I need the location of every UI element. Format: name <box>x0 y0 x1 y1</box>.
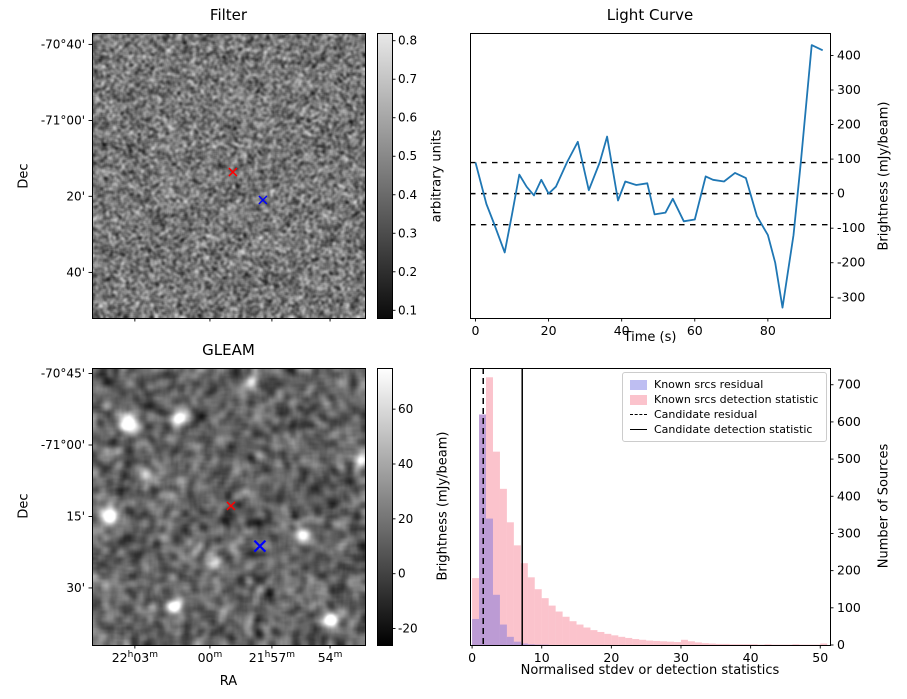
gleam-colorbar-label: Brightness (mJy/beam) <box>435 431 451 581</box>
filter-axes: -70°40' -71°00' 20' 40' 0.8 0.7 0.6 0.5 0.4 0.3 0.… <box>41 33 417 322</box>
svg-text:0.4: 0.4 <box>398 188 417 202</box>
gleam-axes: -70°45' -71°00' 15' 30' 22h03m​ 00m​ 21h57m​ 54… <box>41 367 418 665</box>
svg-text:300: 300 <box>837 82 861 97</box>
svg-text:10: 10 <box>534 650 550 665</box>
svg-text:-20: -20 <box>398 622 418 636</box>
gleam-xlabel: RA <box>219 674 238 689</box>
legend-label-detection: Known srcs detection statistic <box>654 393 819 406</box>
gleam-ylabel: Dec <box>16 493 32 519</box>
svg-text:60: 60 <box>398 402 413 416</box>
svg-text:40': 40' <box>66 265 85 279</box>
svg-text:-71°00': -71°00' <box>41 438 85 452</box>
svg-text:400: 400 <box>837 47 861 62</box>
histogram-xlabel: Normalised stdev or detection statistics <box>520 663 780 678</box>
filter-ylabel: Dec <box>16 163 32 189</box>
svg-text:0: 0 <box>468 650 476 665</box>
histogram-ylabel: Number of Sources <box>876 443 892 569</box>
svg-text:15': 15' <box>66 509 85 523</box>
legend-item-candidate-residual: Candidate residual <box>630 407 818 422</box>
svg-text:40: 40 <box>398 457 413 471</box>
svg-text:100: 100 <box>837 600 861 615</box>
svg-text:-71°00': -71°00' <box>41 113 85 127</box>
svg-text:0: 0 <box>837 186 845 201</box>
svg-text:0.6: 0.6 <box>398 111 417 125</box>
svg-text:-300: -300 <box>837 289 865 304</box>
light-curve-title: Light Curve <box>606 6 694 24</box>
gleam-title: GLEAM <box>202 341 255 359</box>
legend-item-candidate-detection: Candidate detection statistic <box>630 422 818 437</box>
svg-text:54m​: 54m​ <box>318 650 343 665</box>
legend-item-residual: Known srcs residual <box>630 377 818 392</box>
legend-solid-line-icon <box>630 429 647 430</box>
svg-text:0: 0 <box>472 323 480 338</box>
svg-text:20': 20' <box>66 189 85 203</box>
svg-text:0.1: 0.1 <box>398 303 417 317</box>
svg-text:50: 50 <box>812 650 828 665</box>
svg-text:-100: -100 <box>837 220 865 235</box>
hist-bars-detection <box>472 377 828 645</box>
reference-marker <box>258 195 268 205</box>
svg-text:40: 40 <box>743 650 759 665</box>
svg-text:-70°40': -70°40' <box>41 37 85 51</box>
reference-marker <box>253 539 267 553</box>
svg-text:-70°45': -70°45' <box>41 367 85 381</box>
light-curve-xlabel: Time (s) <box>623 330 677 345</box>
light-curve-ylabel: Brightness (mJy/beam) <box>876 101 892 251</box>
svg-text:0: 0 <box>837 637 845 652</box>
svg-text:600: 600 <box>837 414 861 429</box>
svg-text:20: 20 <box>603 650 619 665</box>
svg-text:-200: -200 <box>837 255 865 270</box>
svg-text:200: 200 <box>837 117 861 132</box>
legend-label-candidate-residual: Candidate residual <box>654 408 758 421</box>
svg-text:40: 40 <box>614 323 630 338</box>
svg-text:100: 100 <box>837 151 861 166</box>
svg-text:20: 20 <box>541 323 557 338</box>
svg-text:80: 80 <box>760 323 776 338</box>
light-curve-axes: 0 20 40 60 80 400 300 200 100 0 -100 -200 -300 <box>470 33 865 338</box>
svg-text:00m​: 00m​ <box>198 650 223 665</box>
svg-text:500: 500 <box>837 451 861 466</box>
legend-swatch-detection-icon <box>630 394 647 405</box>
svg-text:0.8: 0.8 <box>398 34 417 48</box>
candidate-marker <box>226 501 236 511</box>
histogram-legend: Known srcs residual Known srcs detection… <box>622 372 828 442</box>
svg-text:0.3: 0.3 <box>398 226 417 240</box>
svg-text:0.5: 0.5 <box>398 149 417 163</box>
svg-text:0.7: 0.7 <box>398 72 417 86</box>
filter-colorbar-label: arbitrary units <box>429 129 445 223</box>
svg-text:0: 0 <box>398 567 406 581</box>
legend-label-candidate-detection: Candidate detection statistic <box>654 423 813 436</box>
svg-text:60: 60 <box>687 323 703 338</box>
legend-label-residual: Known srcs residual <box>654 378 764 391</box>
legend-item-detection: Known srcs detection statistic <box>630 392 818 407</box>
svg-text:700: 700 <box>837 377 861 392</box>
legend-dashed-line-icon <box>630 414 647 415</box>
svg-text:200: 200 <box>837 563 861 578</box>
filter-title: Filter <box>209 6 248 24</box>
svg-text:400: 400 <box>837 488 861 503</box>
svg-text:21h57m​: 21h57m​ <box>249 650 295 665</box>
gleam-sky-image <box>92 368 365 645</box>
svg-text:30': 30' <box>66 581 85 595</box>
candidate-marker <box>228 167 238 177</box>
svg-text:0.2: 0.2 <box>398 265 417 279</box>
svg-text:20: 20 <box>398 512 413 526</box>
svg-text:30: 30 <box>673 650 689 665</box>
svg-text:22h03m​: 22h03m​ <box>112 650 158 665</box>
light-curve-line <box>474 44 824 309</box>
svg-text:300: 300 <box>837 525 861 540</box>
legend-swatch-residual-icon <box>630 379 647 390</box>
